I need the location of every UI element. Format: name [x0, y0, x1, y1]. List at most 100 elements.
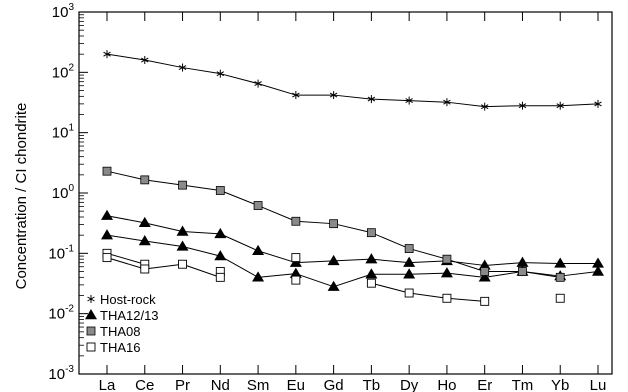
- asterisk-marker: [292, 91, 300, 100]
- triangle-marker: [554, 257, 567, 268]
- asterisk-marker: [103, 50, 111, 59]
- gray-square-marker: [442, 254, 452, 264]
- series-line-segment: [295, 260, 334, 264]
- series-line-segment: [257, 250, 296, 264]
- series-line-segment: [106, 53, 145, 61]
- series-line-segment: [144, 179, 183, 186]
- x-tick-label: Lu: [590, 377, 607, 392]
- asterisk-stroke: [405, 98, 413, 104]
- open-square-marker: [404, 288, 414, 298]
- legend-item: THA08: [86, 324, 140, 339]
- gray-square-marker: [480, 267, 490, 276]
- series-line-segment: [144, 59, 183, 69]
- asterisk-stroke: [518, 103, 527, 109]
- series-line-segment: [220, 255, 259, 278]
- series-line-segment: [333, 273, 372, 288]
- series-tha16: [102, 253, 565, 306]
- series-line-segment: [522, 271, 561, 278]
- series-line-segment: [333, 258, 372, 262]
- x-tick-label: Nd: [211, 377, 230, 392]
- y-axis-label-group: Concentration / CI chondrite: [13, 103, 30, 290]
- y-tick-label: 103: [52, 2, 75, 21]
- gray-square-marker: [253, 201, 263, 210]
- series-line-segment: [371, 282, 410, 294]
- x-tick-label: Gd: [324, 377, 344, 392]
- asterisk-marker: [87, 295, 95, 303]
- series-line-segment: [371, 258, 410, 264]
- series-line-segment: [522, 262, 561, 264]
- triangle-marker: [176, 225, 189, 236]
- triangle-marker: [214, 250, 227, 261]
- series-line-segment: [560, 103, 599, 107]
- asterisk-marker: [178, 63, 187, 72]
- series-line-segment: [409, 260, 447, 264]
- triangle-marker: [289, 267, 302, 278]
- asterisk-marker: [216, 69, 225, 78]
- series-line-segment: [106, 234, 145, 242]
- x-tick-label: Dy: [400, 377, 419, 392]
- triangle-marker: [516, 256, 529, 267]
- series-line-segment: [258, 273, 296, 278]
- series-line-segment: [220, 233, 259, 252]
- series-line-segment: [371, 98, 410, 102]
- triangle-marker: [252, 244, 265, 256]
- open-square-marker: [215, 272, 225, 282]
- gray-square-marker: [178, 180, 187, 190]
- series-line-segment: [484, 105, 523, 108]
- asterisk-stroke: [367, 96, 376, 102]
- asterisk-stroke: [594, 101, 602, 107]
- series-tha08: [102, 166, 565, 282]
- series-line-segment: [106, 170, 145, 181]
- series-layer: [101, 50, 604, 306]
- open-square-marker: [480, 296, 490, 306]
- series-line-segment: [409, 248, 448, 260]
- y-tick-label: 10-2: [48, 304, 74, 323]
- legend-label: Host-rock: [100, 292, 156, 307]
- x-tick-label: Ce: [135, 377, 154, 392]
- series-line-segment: [106, 215, 145, 224]
- gray-square-marker: [140, 175, 150, 185]
- triangle-marker: [252, 271, 265, 282]
- gray-square-marker: [329, 219, 339, 229]
- gray-square-marker: [404, 244, 414, 253]
- x-tick-label: La: [99, 377, 116, 392]
- triangle-marker: [327, 254, 340, 266]
- y-tick-label: 10-3: [48, 364, 74, 383]
- asterisk-marker: [556, 101, 564, 110]
- series-tha12-13: [101, 209, 604, 270]
- asterisk-stroke: [443, 99, 451, 105]
- series-host-rock: [103, 50, 602, 111]
- asterisk-marker: [367, 95, 376, 104]
- asterisk-stroke: [103, 51, 111, 57]
- triangle-marker: [138, 216, 151, 228]
- gray-square-marker: [518, 267, 527, 276]
- legend-label: THA12/13: [100, 308, 159, 323]
- open-square-marker: [140, 264, 150, 274]
- asterisk-marker: [594, 99, 602, 108]
- triangle-marker: [592, 257, 604, 268]
- triangle-marker: [403, 268, 416, 279]
- series-line-segment: [144, 263, 183, 270]
- triangle-marker: [101, 209, 113, 220]
- series-line-segment: [257, 205, 297, 222]
- triangle-marker: [327, 280, 340, 291]
- series-line-segment: [182, 231, 221, 235]
- asterisk-marker: [329, 91, 338, 100]
- triangle-marker: [214, 227, 227, 239]
- asterisk-marker: [405, 96, 413, 105]
- series-line-segment: [182, 67, 221, 75]
- asterisk-stroke: [178, 65, 187, 70]
- y-axis-label: Concentration / CI chondrite: [13, 103, 30, 290]
- x-tick-label: Sm: [247, 377, 270, 392]
- asterisk-marker: [254, 79, 262, 88]
- series-line-segment: [295, 273, 334, 288]
- series-line-segment: [560, 270, 599, 277]
- open-square-marker: [291, 275, 301, 285]
- chart-axes: 10-3 10-2 10-1 100 101 102 103 La Ce Pr Nd Sm Eu Gd Tb…: [48, 2, 613, 392]
- gray-square-marker: [102, 166, 112, 176]
- triangle-marker: [85, 309, 97, 320]
- triangle-marker: [176, 240, 189, 251]
- triangle-marker: [403, 256, 416, 267]
- series-line-segment: [144, 240, 183, 247]
